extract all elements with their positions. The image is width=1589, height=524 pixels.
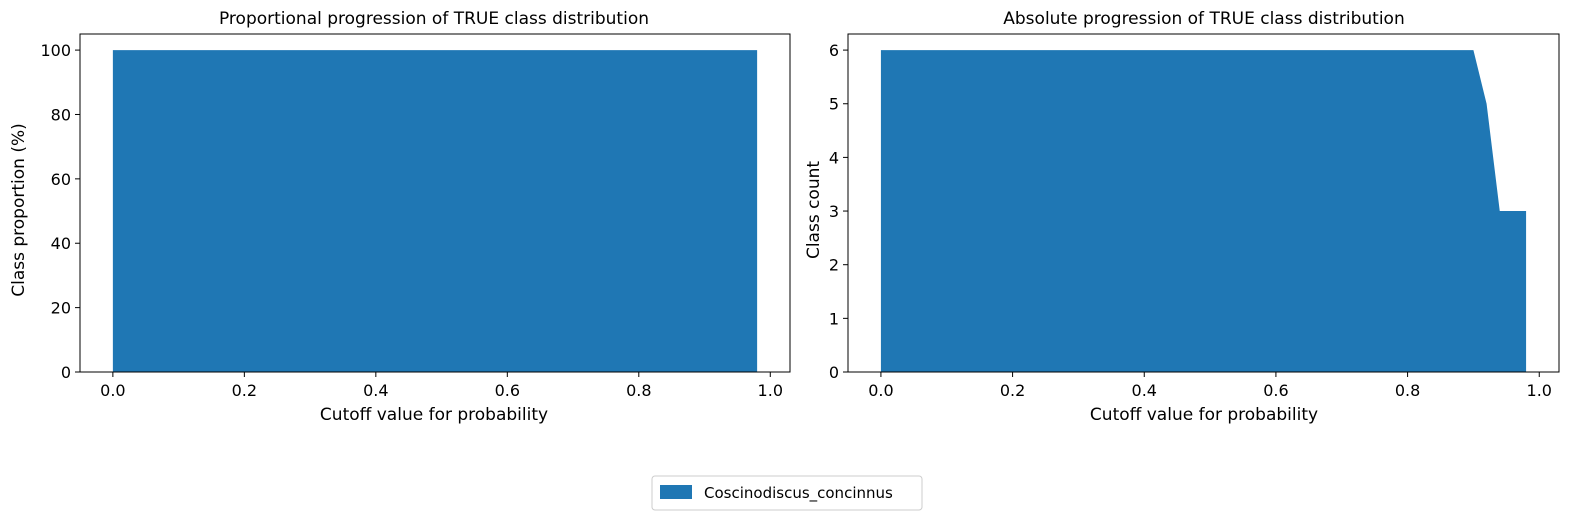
absolute-chart-x-ticks: 0.0 0.2 0.4 0.6 0.8 1.0 <box>868 372 1552 400</box>
plot-frame <box>847 33 1560 373</box>
y-tick-label: 1 <box>829 309 839 328</box>
absolute-chart-y-ticks: 0 1 2 3 4 5 6 <box>829 41 848 382</box>
y-tick-label: 0 <box>61 363 71 382</box>
y-tick-label: 2 <box>829 256 839 275</box>
y-axis-label: Class proportion (%) <box>9 123 29 297</box>
x-tick-label: 0.0 <box>100 381 125 400</box>
y-tick-label: 80 <box>51 105 71 124</box>
x-tick-label: 0.6 <box>1263 381 1288 400</box>
x-tick-label: 0.8 <box>1395 381 1420 400</box>
proportional-chart-marks <box>112 50 758 372</box>
x-axis-label: Cutoff value for probability <box>320 405 548 425</box>
x-tick-label: 0.4 <box>1132 381 1157 400</box>
absolute-chart-marks <box>880 50 1527 372</box>
plot-frame <box>79 33 791 373</box>
legend: Coscinodiscus_concinnus <box>651 475 923 511</box>
y-tick-label: 100 <box>40 41 71 60</box>
x-tick-label: 1.0 <box>758 381 783 400</box>
legend-box <box>651 475 923 511</box>
y-tick-label: 5 <box>829 95 839 114</box>
y-tick-label: 20 <box>51 299 71 318</box>
y-tick-label: 60 <box>51 170 71 189</box>
y-tick-label: 4 <box>829 148 839 167</box>
chart-title: Absolute progression of TRUE class distr… <box>1003 9 1404 29</box>
area-series <box>880 50 1527 372</box>
y-tick-label: 0 <box>829 363 839 382</box>
x-tick-label: 0.6 <box>495 381 520 400</box>
x-tick-label: 0.2 <box>1000 381 1025 400</box>
proportional-chart: Proportional progression of TRUE class d… <box>9 9 791 425</box>
y-tick-label: 40 <box>51 234 71 253</box>
y-tick-label: 3 <box>829 202 839 221</box>
y-axis-label: Class count <box>804 161 824 259</box>
x-axis-label: Cutoff value for probability <box>1090 405 1318 425</box>
x-tick-label: 0.8 <box>626 381 651 400</box>
legend-swatch <box>660 485 692 499</box>
x-tick-label: 0.2 <box>232 381 257 400</box>
y-tick-label: 6 <box>829 41 839 60</box>
area-series <box>112 50 758 372</box>
x-tick-label: 0.0 <box>868 381 893 400</box>
x-tick-label: 0.4 <box>363 381 388 400</box>
chart-title: Proportional progression of TRUE class d… <box>219 9 649 29</box>
proportional-chart-x-ticks: 0.0 0.2 0.4 0.6 0.8 1.0 <box>100 372 783 400</box>
legend-label: Coscinodiscus_concinnus <box>704 484 893 503</box>
x-tick-label: 1.0 <box>1527 381 1552 400</box>
absolute-chart: Absolute progression of TRUE class distr… <box>804 9 1560 425</box>
proportional-chart-y-ticks: 0 20 40 60 80 100 <box>40 41 80 382</box>
